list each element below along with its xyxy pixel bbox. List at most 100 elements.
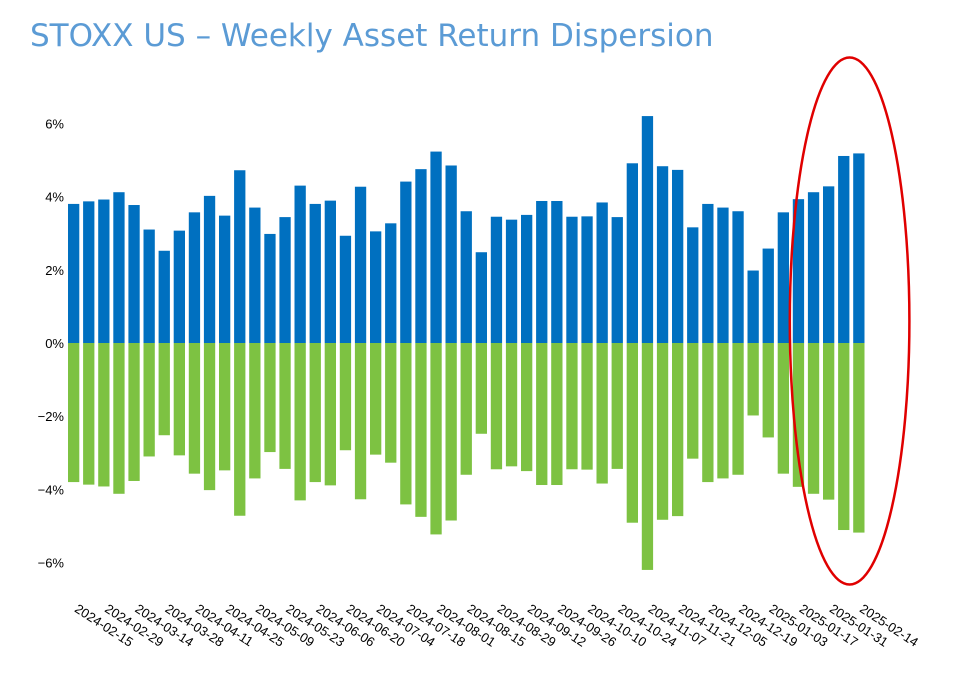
bar-positive-2024-10-17: [596, 202, 608, 343]
bar-positive-2024-03-14: [128, 205, 140, 343]
bar-positive-2024-11-21: [672, 169, 684, 343]
bar-positive-2024-12-26: [747, 270, 759, 343]
bar-positive-2024-05-16: [264, 233, 276, 343]
bar-negative-2024-09-05: [505, 343, 518, 467]
bar-negative-2024-03-07: [113, 343, 125, 494]
y-tick-label: −4%: [38, 482, 65, 497]
bar-positive-2024-03-07: [113, 192, 125, 343]
bar-positive-2024-10-31: [626, 163, 638, 343]
bar-negative-2024-02-15: [68, 343, 80, 483]
bar-negative-2024-10-10: [581, 343, 593, 470]
bar-negative-2024-07-25: [415, 343, 427, 517]
bar-negative-2024-12-26: [747, 343, 759, 416]
bar-positive-2024-12-12: [717, 207, 729, 343]
y-tick-label: 4%: [45, 190, 64, 205]
bar-negative-2024-04-11: [188, 343, 201, 474]
bar-positive-2024-07-18: [400, 181, 412, 343]
bar-negative-2024-03-28: [158, 343, 170, 436]
bar-negative-2024-09-12: [521, 343, 533, 472]
bar-negative-2024-05-30: [294, 343, 306, 501]
bar-positive-2024-10-24: [611, 217, 623, 343]
bar-positive-2024-12-05: [702, 203, 714, 343]
bar-negative-2024-10-03: [566, 343, 578, 470]
bar-negative-2024-12-05: [702, 343, 714, 483]
bar-negative-2024-06-13: [324, 343, 336, 486]
bar-negative-2024-11-21: [672, 343, 684, 517]
bar-positive-2024-06-27: [354, 186, 367, 343]
bar-negative-2024-11-28: [687, 343, 699, 459]
bar-positive-2025-01-03: [762, 248, 774, 343]
bar-positive-2024-06-13: [324, 200, 336, 343]
bar-positive-2024-03-21: [143, 229, 155, 343]
bar-positive-2024-08-01: [430, 151, 442, 343]
bar-negative-2024-05-02: [234, 343, 246, 516]
x-axis: 2024-02-152024-02-292024-03-142024-03-28…: [72, 601, 921, 650]
bar-negative-2024-08-08: [445, 343, 457, 521]
y-tick-label: −6%: [38, 556, 65, 571]
bar-positive-2024-02-29: [98, 199, 110, 343]
bar-positive-2024-04-25: [219, 215, 231, 343]
bar-negative-2024-04-18: [203, 343, 216, 491]
y-tick-label: 6%: [45, 116, 64, 131]
bar-positive-2024-06-20: [339, 235, 352, 343]
bar-positive-2024-05-02: [234, 170, 246, 343]
bar-negative-2024-10-24: [611, 343, 623, 469]
bar-negative-2024-02-29: [98, 343, 110, 487]
bar-positive-2024-02-22: [83, 201, 95, 343]
bar-negative-2024-08-15: [460, 343, 472, 475]
bar-positive-2024-07-11: [385, 223, 397, 343]
bar-positive-2025-01-24: [807, 192, 820, 343]
bar-positive-2024-04-11: [188, 212, 201, 343]
bar-negative-2025-01-10: [777, 343, 789, 474]
bar-positive-2024-08-29: [490, 216, 503, 343]
bar-negative-2024-02-22: [83, 343, 95, 485]
bar-positive-2025-02-07: [838, 155, 850, 343]
bar-negative-2024-11-07: [641, 343, 654, 570]
bar-negative-2024-05-23: [279, 343, 291, 469]
bar-positive-2024-11-07: [641, 116, 654, 343]
bar-negative-2024-05-09: [249, 343, 261, 479]
y-tick-label: 2%: [45, 263, 64, 278]
bar-positive-2025-01-10: [777, 212, 789, 343]
bar-positive-2024-10-10: [581, 216, 593, 343]
bars-group: [68, 116, 865, 570]
bar-positive-2024-10-03: [566, 216, 578, 343]
bar-negative-2025-01-31: [823, 343, 835, 500]
bar-negative-2025-02-14: [853, 343, 865, 533]
bar-positive-2024-08-15: [460, 211, 472, 343]
bar-positive-2024-03-28: [158, 250, 170, 343]
bar-positive-2024-09-26: [551, 200, 563, 343]
bar-positive-2024-07-25: [415, 169, 427, 343]
bar-negative-2024-06-27: [354, 343, 367, 500]
bar-negative-2024-08-22: [475, 343, 487, 434]
y-tick-label: −2%: [38, 409, 65, 424]
bar-negative-2024-08-29: [490, 343, 503, 470]
bar-positive-2024-05-23: [279, 217, 291, 343]
bar-positive-2024-09-19: [536, 200, 548, 343]
bar-positive-2024-04-04: [173, 230, 185, 343]
bar-negative-2024-06-20: [339, 343, 352, 451]
bar-positive-2024-08-22: [475, 252, 487, 343]
bar-negative-2024-03-14: [128, 343, 140, 481]
bar-negative-2024-09-26: [551, 343, 563, 486]
bar-negative-2024-10-31: [626, 343, 638, 523]
bar-positive-2024-08-08: [445, 165, 457, 343]
bar-positive-2024-11-14: [656, 166, 669, 343]
highlight-ellipse: [788, 56, 911, 586]
bar-negative-2024-09-19: [536, 343, 548, 486]
bar-negative-2024-05-16: [264, 343, 276, 453]
chart-title: STOXX US – Weekly Asset Return Dispersio…: [30, 18, 714, 54]
bar-negative-2025-02-07: [838, 343, 850, 531]
bar-positive-2024-11-28: [687, 227, 699, 343]
bar-negative-2024-07-04: [370, 343, 382, 455]
bar-positive-2025-01-31: [823, 186, 835, 343]
bar-negative-2024-12-12: [717, 343, 729, 479]
y-axis: −6% −4% −2% 0% 2% 4% 6%: [38, 116, 65, 570]
bar-negative-2024-04-25: [219, 343, 231, 471]
bar-positive-2024-05-30: [294, 185, 306, 343]
bar-positive-2024-06-06: [309, 203, 321, 343]
bar-positive-2024-05-09: [249, 207, 261, 343]
bar-negative-2024-11-14: [656, 343, 669, 520]
bar-positive-2024-09-05: [505, 219, 518, 343]
